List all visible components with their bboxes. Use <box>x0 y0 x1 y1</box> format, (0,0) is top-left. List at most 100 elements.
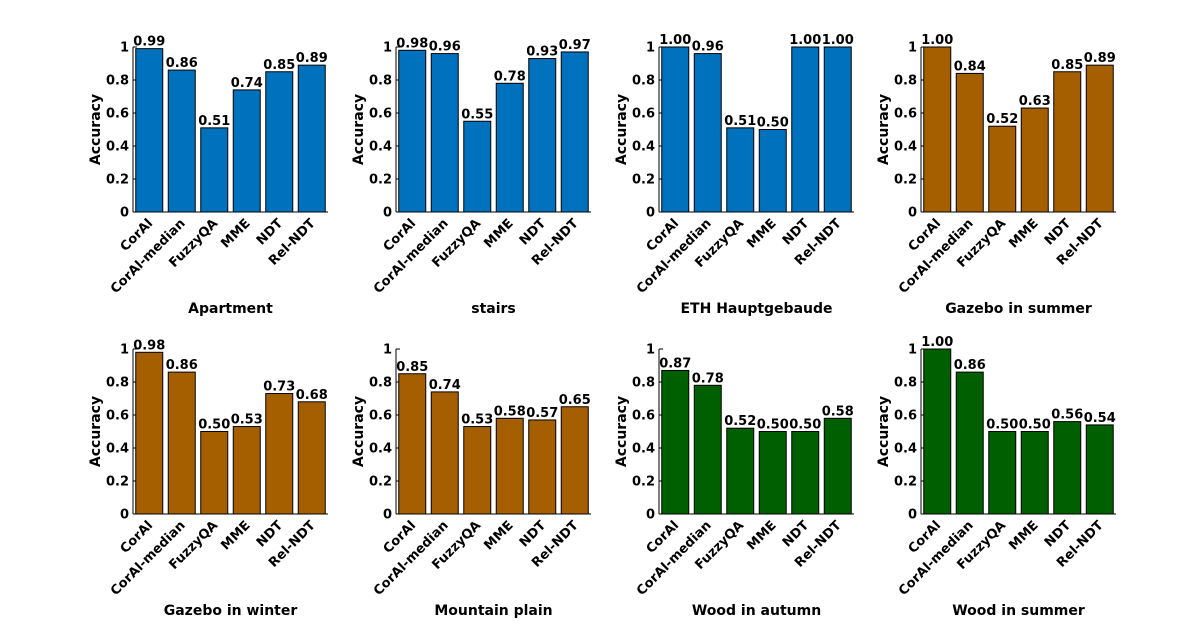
bar-value-label: 1.00 <box>822 33 854 48</box>
y-tick-label: 1 <box>646 41 655 56</box>
y-axis-label: Accuracy <box>876 94 892 165</box>
y-axis-label: Accuracy <box>88 396 104 467</box>
bar-value-label: 0.78 <box>494 69 526 84</box>
bar-value-label: 1.00 <box>789 33 821 48</box>
bar-value-label: 0.58 <box>494 404 526 419</box>
bar-value-label: 0.53 <box>461 413 493 428</box>
y-tick-label: 1 <box>383 343 392 358</box>
bar <box>955 72 984 213</box>
bar <box>1053 421 1082 515</box>
y-tick-label: 0.6 <box>369 409 392 424</box>
y-axis-label: Accuracy <box>88 94 104 165</box>
bar <box>726 427 755 515</box>
bar <box>758 431 787 515</box>
y-tick-label: 0.4 <box>632 140 655 155</box>
panel-title: Wood in autumn <box>692 603 821 619</box>
bar-value-label: 0.84 <box>954 59 986 74</box>
bar-value-label: 0.52 <box>986 112 1018 127</box>
bar <box>463 120 492 213</box>
bar-value-label: 0.50 <box>986 418 1018 433</box>
x-tick-label: MME <box>218 518 253 553</box>
y-tick-label: 0.8 <box>632 376 655 391</box>
y-tick-label: 0.2 <box>106 173 129 188</box>
y-tick-label: 0.2 <box>632 475 655 490</box>
bar-value-label: 0.89 <box>296 51 328 66</box>
y-tick-label: 1 <box>120 41 129 56</box>
bar <box>560 51 589 213</box>
bar-value-label: 0.50 <box>1019 418 1051 433</box>
bar-value-label: 0.74 <box>231 76 263 91</box>
x-tick-label: MME <box>1006 518 1041 553</box>
bar <box>265 393 294 515</box>
bar-value-label: 0.50 <box>198 418 230 433</box>
bar-value-label: 0.51 <box>724 114 756 129</box>
bar <box>528 58 557 213</box>
y-tick-label: 0.4 <box>894 140 917 155</box>
y-tick-label: 0.8 <box>894 376 917 391</box>
y-tick-label: 0.6 <box>106 107 129 122</box>
bar <box>135 351 164 515</box>
bar <box>200 431 229 515</box>
bar-value-label: 0.85 <box>1051 58 1083 73</box>
bar-value-label: 0.73 <box>263 380 295 395</box>
y-tick-label: 0.6 <box>632 409 655 424</box>
y-axis-label: Accuracy <box>351 94 367 165</box>
y-tick-label: 0.2 <box>632 173 655 188</box>
y-tick-label: 1 <box>120 343 129 358</box>
y-tick-label: 0.2 <box>369 173 392 188</box>
bar <box>693 384 722 515</box>
panel-title: stairs <box>471 301 516 317</box>
panel-title: ETH Hauptgebaude <box>680 301 832 317</box>
bar-value-label: 0.55 <box>461 107 493 122</box>
bar-value-label: 0.54 <box>1084 411 1116 426</box>
y-tick-label: 0.8 <box>894 74 917 89</box>
bar-value-label: 0.65 <box>559 393 591 408</box>
y-axis-label: Accuracy <box>876 396 892 467</box>
bar <box>1020 431 1049 515</box>
bar-value-label: 0.93 <box>526 45 558 60</box>
bar <box>430 391 459 515</box>
bar <box>791 46 820 213</box>
y-tick-label: 0.4 <box>369 140 392 155</box>
y-tick-label: 0 <box>646 206 655 221</box>
y-tick-label: 0.6 <box>894 409 917 424</box>
bar <box>297 401 326 515</box>
y-tick-label: 0 <box>908 508 917 523</box>
bar-value-label: 0.87 <box>659 356 691 371</box>
bar-value-label: 0.58 <box>822 404 854 419</box>
bar-value-label: 1.00 <box>921 33 953 48</box>
bar <box>135 48 164 213</box>
bar <box>693 53 722 213</box>
bar <box>297 64 326 213</box>
bar <box>758 129 787 213</box>
x-tick-label: MME <box>481 518 516 553</box>
y-tick-label: 1 <box>908 41 917 56</box>
bar-value-label: 0.68 <box>296 388 328 403</box>
bar <box>398 373 427 515</box>
bar <box>463 426 492 515</box>
bar-value-label: 0.96 <box>692 40 724 55</box>
y-tick-label: 0.4 <box>894 442 917 457</box>
bar <box>661 369 690 515</box>
panel-title: Mountain plain <box>434 603 552 619</box>
y-tick-label: 0.6 <box>632 107 655 122</box>
bar <box>1053 71 1082 213</box>
bar <box>726 127 755 213</box>
bar-value-label: 0.86 <box>166 358 198 373</box>
bar <box>988 125 1017 213</box>
bar-value-label: 0.86 <box>954 358 986 373</box>
y-tick-label: 0 <box>383 206 392 221</box>
bar-value-label: 0.99 <box>133 35 165 50</box>
bar <box>167 69 196 213</box>
bar <box>1085 64 1114 213</box>
y-tick-label: 1 <box>908 343 917 358</box>
bar <box>265 71 294 213</box>
y-tick-label: 0.6 <box>369 107 392 122</box>
bar-value-label: 0.96 <box>429 40 461 55</box>
y-tick-label: 0.8 <box>632 74 655 89</box>
y-tick-label: 0 <box>908 206 917 221</box>
bar <box>167 371 196 515</box>
bar-value-label: 1.00 <box>921 335 953 350</box>
